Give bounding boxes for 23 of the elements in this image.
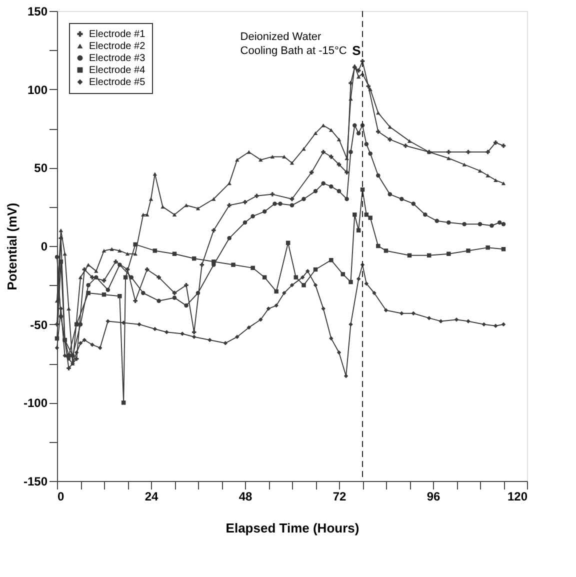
annotation: Deionized Water — [240, 31, 322, 43]
y-tick-label: 100 — [27, 82, 48, 97]
annotation: Cooling Bath at -15°C — [240, 45, 347, 57]
y-axis-title: Potential (mV) — [4, 202, 20, 290]
legend-label: Electrode #1 — [89, 29, 146, 40]
x-axis-title: Elapsed Time (Hours) — [226, 520, 360, 536]
legend-label: Electrode #4 — [89, 65, 146, 76]
y-tick-label: 150 — [27, 4, 48, 18]
x-tick-label: 48 — [238, 490, 252, 504]
y-tick-label: 50 — [34, 161, 48, 176]
legend-label: Electrode #2 — [89, 41, 146, 52]
legend-label: Electrode #5 — [89, 77, 146, 88]
x-tick-label: 96 — [426, 490, 440, 504]
ref-line-label: S — [352, 43, 362, 58]
x-tick-label: 120 — [507, 490, 528, 504]
y-tick-label: -50 — [30, 318, 48, 332]
x-tick-label: 24 — [144, 490, 158, 504]
y-tick-label: -150 — [23, 474, 48, 488]
x-tick-label: 0 — [58, 490, 64, 504]
legend-label: Electrode #3 — [89, 53, 146, 64]
x-tick-label: 72 — [332, 490, 346, 504]
y-tick-label: -100 — [23, 396, 48, 410]
y-tick-label: 0 — [40, 240, 48, 254]
